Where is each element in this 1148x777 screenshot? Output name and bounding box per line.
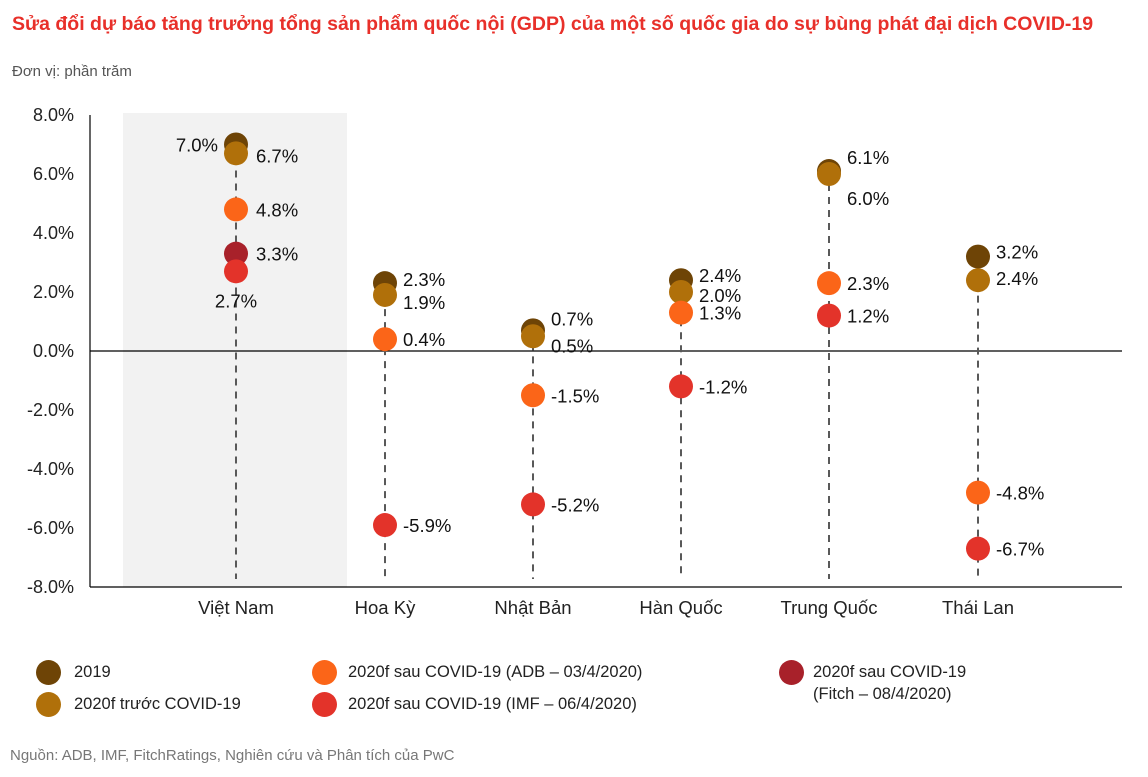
x-category-label: Trung Quốc xyxy=(781,597,878,618)
y-tick-label: -4.0% xyxy=(27,459,74,479)
data-point xyxy=(224,259,248,284)
data-label: 2.4% xyxy=(699,265,741,286)
data-point xyxy=(224,197,248,222)
data-label: -5.2% xyxy=(551,494,599,515)
data-point xyxy=(521,492,545,517)
x-category-label: Nhật Bản xyxy=(494,597,571,618)
data-point xyxy=(669,300,693,325)
data-label: 2.3% xyxy=(403,269,445,290)
y-tick-label: 2.0% xyxy=(33,282,74,302)
data-point xyxy=(966,536,990,561)
data-point xyxy=(224,141,248,166)
y-tick-label: 6.0% xyxy=(33,164,74,184)
data-label: 0.7% xyxy=(551,308,593,329)
data-label: 2.0% xyxy=(699,285,741,306)
data-point xyxy=(966,244,990,269)
data-point xyxy=(373,327,397,352)
data-point xyxy=(817,271,841,296)
data-label: 6.0% xyxy=(847,188,889,209)
data-label: 3.3% xyxy=(256,244,298,265)
data-label: 6.7% xyxy=(256,145,298,166)
data-label: 2.3% xyxy=(847,273,889,294)
source-note: Nguồn: ADB, IMF, FitchRatings, Nghiên cứ… xyxy=(10,747,455,764)
y-tick-label: -6.0% xyxy=(27,518,74,538)
unit-label: Đơn vị: phần trăm xyxy=(12,63,132,80)
data-label: 2.7% xyxy=(215,290,257,311)
data-label: 2.4% xyxy=(996,268,1038,289)
data-label: -4.8% xyxy=(996,483,1044,504)
x-category-label: Hàn Quốc xyxy=(639,597,722,618)
data-label: 1.2% xyxy=(847,306,889,327)
chart-title: Sửa đổi dự báo tăng trưởng tổng sản phẩm… xyxy=(12,13,1094,35)
data-label: -6.7% xyxy=(996,539,1044,560)
data-label: 3.2% xyxy=(996,242,1038,263)
data-point xyxy=(224,241,248,266)
data-point xyxy=(966,268,990,293)
data-label: 6.1% xyxy=(847,147,889,168)
y-tick-label: 4.0% xyxy=(33,223,74,243)
y-tick-label: 0.0% xyxy=(33,341,74,361)
data-label: 1.3% xyxy=(699,303,741,324)
data-label: 1.9% xyxy=(403,292,445,313)
data-label: -5.9% xyxy=(403,515,451,536)
x-category-label: Thái Lan xyxy=(942,597,1014,618)
data-point xyxy=(521,324,545,349)
data-label: 0.5% xyxy=(551,335,593,356)
data-point xyxy=(669,280,693,304)
data-point xyxy=(521,383,545,408)
data-label: 7.0% xyxy=(176,135,218,156)
data-point xyxy=(817,303,841,328)
y-tick-label: 8.0% xyxy=(33,105,74,125)
data-label: -1.5% xyxy=(551,385,599,406)
y-tick-label: -2.0% xyxy=(27,400,74,420)
data-label: 4.8% xyxy=(256,199,298,220)
data-point xyxy=(373,282,397,307)
data-point xyxy=(817,162,841,186)
data-point xyxy=(966,480,990,505)
data-point xyxy=(373,513,397,538)
data-label: -1.2% xyxy=(699,376,747,397)
x-category-label: Việt Nam xyxy=(198,597,274,618)
highlight-band xyxy=(123,113,347,587)
data-label: 0.4% xyxy=(403,329,445,350)
data-point xyxy=(669,374,693,399)
y-tick-label: -8.0% xyxy=(27,577,74,597)
x-category-label: Hoa Kỳ xyxy=(355,597,416,618)
